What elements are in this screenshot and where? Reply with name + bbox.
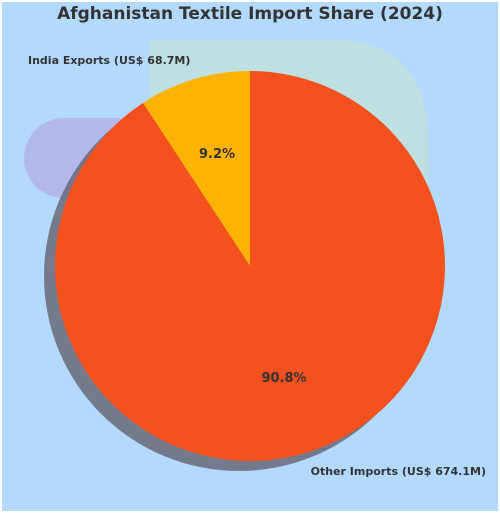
pie-slice-india [142,71,250,266]
slice-percent-india: 9.2% [199,147,235,162]
slice-label-other: Other Imports (US$ 674.1M) [311,465,486,478]
pie-slice-other [54,71,446,461]
slice-percent-other: 90.8% [261,371,306,386]
pie-layer [44,71,446,471]
chart-title: Afghanistan Textile Import Share (2024) [57,4,443,24]
slice-label-india: India Exports (US$ 68.7M) [28,54,190,67]
